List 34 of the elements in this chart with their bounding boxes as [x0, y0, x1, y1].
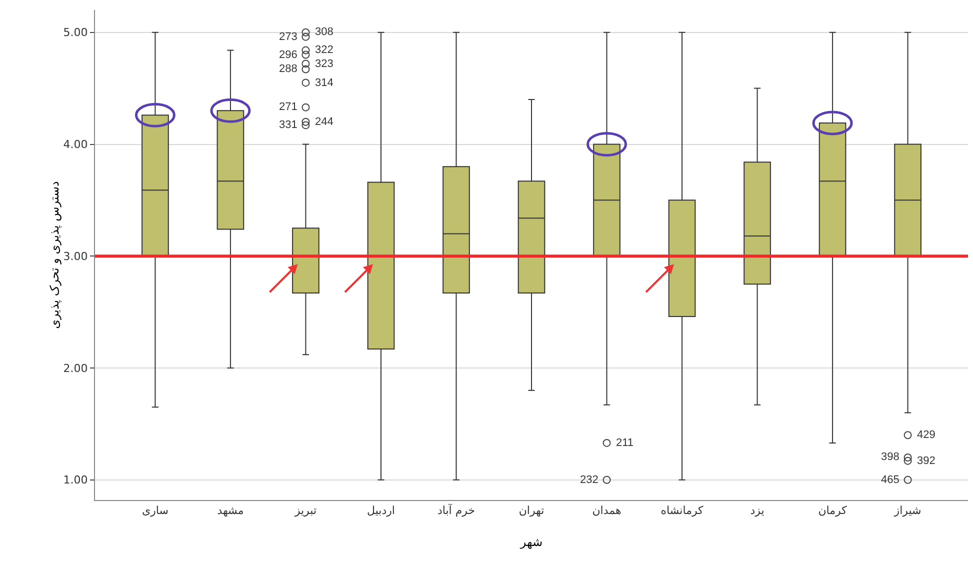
- x-axis-title: شهر: [519, 535, 543, 549]
- x-tick-label: همدان: [592, 504, 622, 518]
- x-tick-label: کرمان: [818, 504, 848, 518]
- annotation: 323: [315, 58, 334, 70]
- annotation: 288: [279, 63, 298, 75]
- annotation: 211: [616, 437, 634, 449]
- x-tick-label: خرم آباد: [437, 503, 476, 518]
- y-tick-label: 5.00: [63, 26, 88, 40]
- annotation: 398: [881, 451, 900, 463]
- annotation: 429: [917, 429, 936, 441]
- annotation: 314: [315, 77, 334, 89]
- annotation: 465: [881, 474, 900, 486]
- y-tick-label: 4.00: [63, 138, 88, 152]
- y-tick-label: 2.00: [63, 362, 88, 375]
- annotation: 308: [315, 26, 334, 38]
- x-tick-label: یزد: [750, 504, 764, 518]
- annotation: 244: [315, 116, 334, 128]
- annotation: 322: [315, 44, 334, 56]
- y-tick-label: 3.00: [63, 250, 88, 263]
- annotation: 271: [279, 101, 298, 113]
- x-tick-label: تهران: [518, 504, 544, 518]
- x-tick-label: مشهد: [217, 504, 244, 518]
- annotation: 232: [580, 474, 598, 486]
- y-tick-label: 1.00: [63, 474, 88, 487]
- x-tick-label: اردبیل: [366, 504, 395, 518]
- x-tick-label: کرمانشاه: [660, 504, 704, 518]
- annotation: 331: [279, 119, 298, 131]
- x-tick-label: شیراز: [893, 504, 922, 518]
- x-tick-label: ساری: [142, 504, 168, 518]
- x-tick-label: تبریز: [294, 504, 317, 518]
- y-axis-title: دسترس پذیری و تحرک پذیری: [47, 181, 62, 329]
- annotation: 392: [917, 455, 936, 467]
- annotation: 296: [279, 49, 298, 61]
- annotation: 273: [279, 31, 298, 43]
